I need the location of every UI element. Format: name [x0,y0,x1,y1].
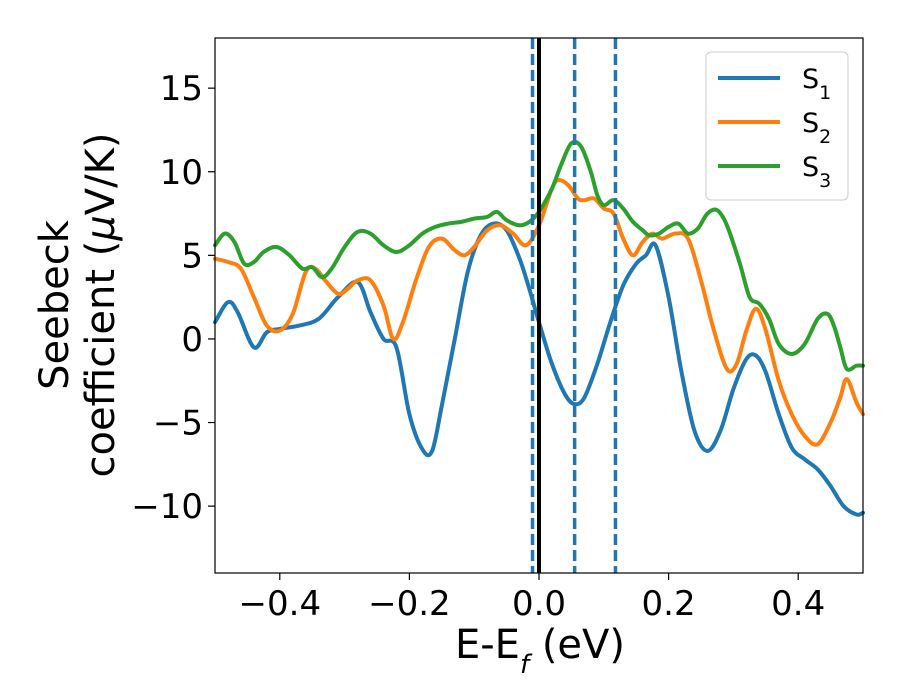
series-layer [213,139,865,517]
x-axis-label: E-Ef (eV) [455,622,625,680]
y-tick-label: −5 [153,404,203,444]
y-tick-label: 10 [160,153,203,193]
vline-layer [530,38,618,573]
y-tick-label: 15 [160,69,203,109]
x-tick-label: 0.2 [642,584,696,624]
series-line-s2 [213,178,865,447]
x-tick-label: 0.4 [771,584,825,624]
y-tick-label: −10 [131,487,203,527]
y-axis-label-line2: coefficient (μV/K) [78,133,124,478]
tick-layer: −0.4 −0.2 0.0 0.2 0.4 −10 −5 0 5 10 15 [131,69,825,624]
y-axis-label: Seebeck coefficient (μV/K) [32,133,124,478]
legend-label-s3: S3 [802,152,831,192]
legend-label-s1: S1 [802,64,831,104]
series-line-s3 [213,139,865,372]
y-tick-label: 0 [181,320,203,360]
legend-box [705,51,849,201]
y-tick-label: 5 [181,236,203,276]
x-tick-label: −0.4 [239,584,322,624]
legend-label-s2: S2 [802,108,831,148]
x-tick-label: −0.2 [368,584,451,624]
y-axis-label-line1: Seebeck [32,219,78,390]
x-tick-label: 0.0 [512,584,566,624]
